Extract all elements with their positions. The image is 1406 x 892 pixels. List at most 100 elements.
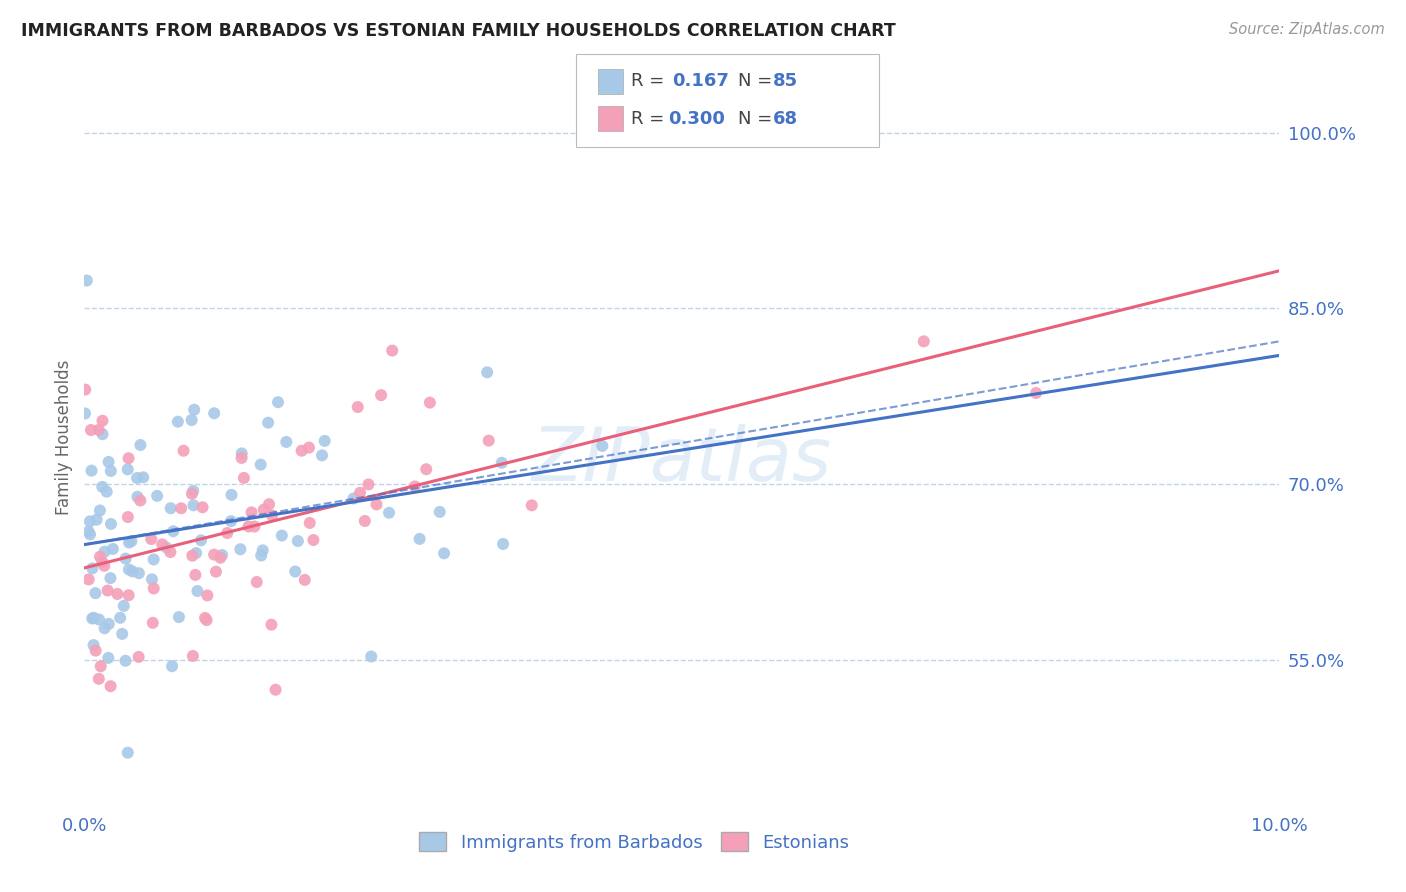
Point bbox=[97, 455, 120, 469]
Point bbox=[83, 638, 105, 652]
Point bbox=[433, 546, 456, 560]
Point bbox=[159, 501, 181, 516]
Point bbox=[408, 532, 430, 546]
Point bbox=[167, 415, 190, 429]
Point bbox=[190, 533, 212, 548]
Point bbox=[378, 506, 401, 520]
Text: R =: R = bbox=[631, 110, 671, 128]
Point bbox=[101, 541, 124, 556]
Text: IMMIGRANTS FROM BARBADOS VS ESTONIAN FAMILY HOUSEHOLDS CORRELATION CHART: IMMIGRANTS FROM BARBADOS VS ESTONIAN FAM… bbox=[21, 22, 896, 40]
Point bbox=[249, 458, 271, 472]
Point bbox=[419, 395, 441, 409]
Point bbox=[89, 503, 111, 517]
Point bbox=[302, 533, 325, 547]
Point bbox=[117, 588, 139, 602]
Point bbox=[195, 589, 218, 603]
Point bbox=[118, 535, 141, 549]
Point bbox=[342, 491, 364, 506]
Point bbox=[262, 508, 284, 523]
Point bbox=[132, 470, 155, 484]
Point bbox=[229, 542, 252, 557]
Point bbox=[181, 483, 204, 498]
Point bbox=[93, 621, 115, 635]
Point bbox=[114, 654, 136, 668]
Text: R =: R = bbox=[631, 72, 676, 90]
Point bbox=[360, 649, 382, 664]
Point bbox=[211, 548, 233, 562]
Point bbox=[183, 402, 205, 417]
Point bbox=[96, 484, 118, 499]
Point bbox=[180, 413, 202, 427]
Point bbox=[84, 643, 107, 657]
Point bbox=[77, 573, 100, 587]
Point bbox=[232, 471, 254, 485]
Point bbox=[86, 513, 108, 527]
Text: N =: N = bbox=[738, 110, 778, 128]
Point bbox=[276, 434, 298, 449]
Point bbox=[404, 479, 426, 493]
Point bbox=[108, 611, 131, 625]
Point bbox=[159, 545, 181, 559]
Point bbox=[231, 446, 253, 460]
Point bbox=[195, 613, 218, 627]
Point bbox=[100, 516, 122, 531]
Point bbox=[87, 423, 110, 437]
Point bbox=[912, 334, 935, 349]
Point bbox=[478, 434, 501, 448]
Point bbox=[181, 487, 204, 501]
Point bbox=[100, 571, 122, 585]
Point bbox=[429, 505, 451, 519]
Y-axis label: Family Households: Family Households bbox=[55, 359, 73, 515]
Point bbox=[202, 548, 225, 562]
Point bbox=[181, 648, 204, 663]
Point bbox=[117, 462, 139, 476]
Point bbox=[311, 449, 333, 463]
Point bbox=[370, 388, 392, 402]
Point bbox=[267, 395, 290, 409]
Point bbox=[80, 464, 103, 478]
Point bbox=[127, 490, 149, 504]
Point bbox=[89, 549, 111, 564]
Point bbox=[75, 383, 97, 397]
Point bbox=[111, 627, 134, 641]
Point bbox=[314, 434, 336, 448]
Point bbox=[82, 561, 104, 575]
Point bbox=[298, 516, 321, 530]
Point bbox=[167, 610, 190, 624]
Point bbox=[415, 462, 437, 476]
Point bbox=[246, 574, 269, 589]
Point bbox=[117, 451, 139, 466]
Point bbox=[346, 400, 368, 414]
Point bbox=[100, 464, 122, 478]
Point bbox=[240, 505, 263, 519]
Point bbox=[183, 499, 205, 513]
Point bbox=[186, 584, 208, 599]
Point bbox=[114, 551, 136, 566]
Point bbox=[238, 519, 260, 533]
Point bbox=[117, 510, 139, 524]
Point bbox=[181, 549, 204, 563]
Point bbox=[150, 537, 173, 551]
Point bbox=[97, 651, 120, 665]
Point bbox=[129, 493, 152, 508]
Text: N =: N = bbox=[738, 72, 778, 90]
Point bbox=[191, 500, 214, 515]
Point bbox=[298, 441, 321, 455]
Point bbox=[146, 489, 169, 503]
Point bbox=[93, 558, 115, 573]
Point bbox=[128, 566, 150, 581]
Text: 68: 68 bbox=[773, 110, 799, 128]
Point bbox=[97, 616, 120, 631]
Point bbox=[357, 477, 380, 491]
Text: 0.167: 0.167 bbox=[672, 72, 728, 90]
Point bbox=[353, 514, 375, 528]
Point bbox=[221, 488, 243, 502]
Point bbox=[184, 568, 207, 582]
Point bbox=[80, 423, 103, 437]
Point bbox=[84, 586, 107, 600]
Point bbox=[105, 587, 128, 601]
Point bbox=[100, 679, 122, 693]
Point bbox=[477, 365, 499, 379]
Point bbox=[381, 343, 404, 358]
Point bbox=[129, 438, 152, 452]
